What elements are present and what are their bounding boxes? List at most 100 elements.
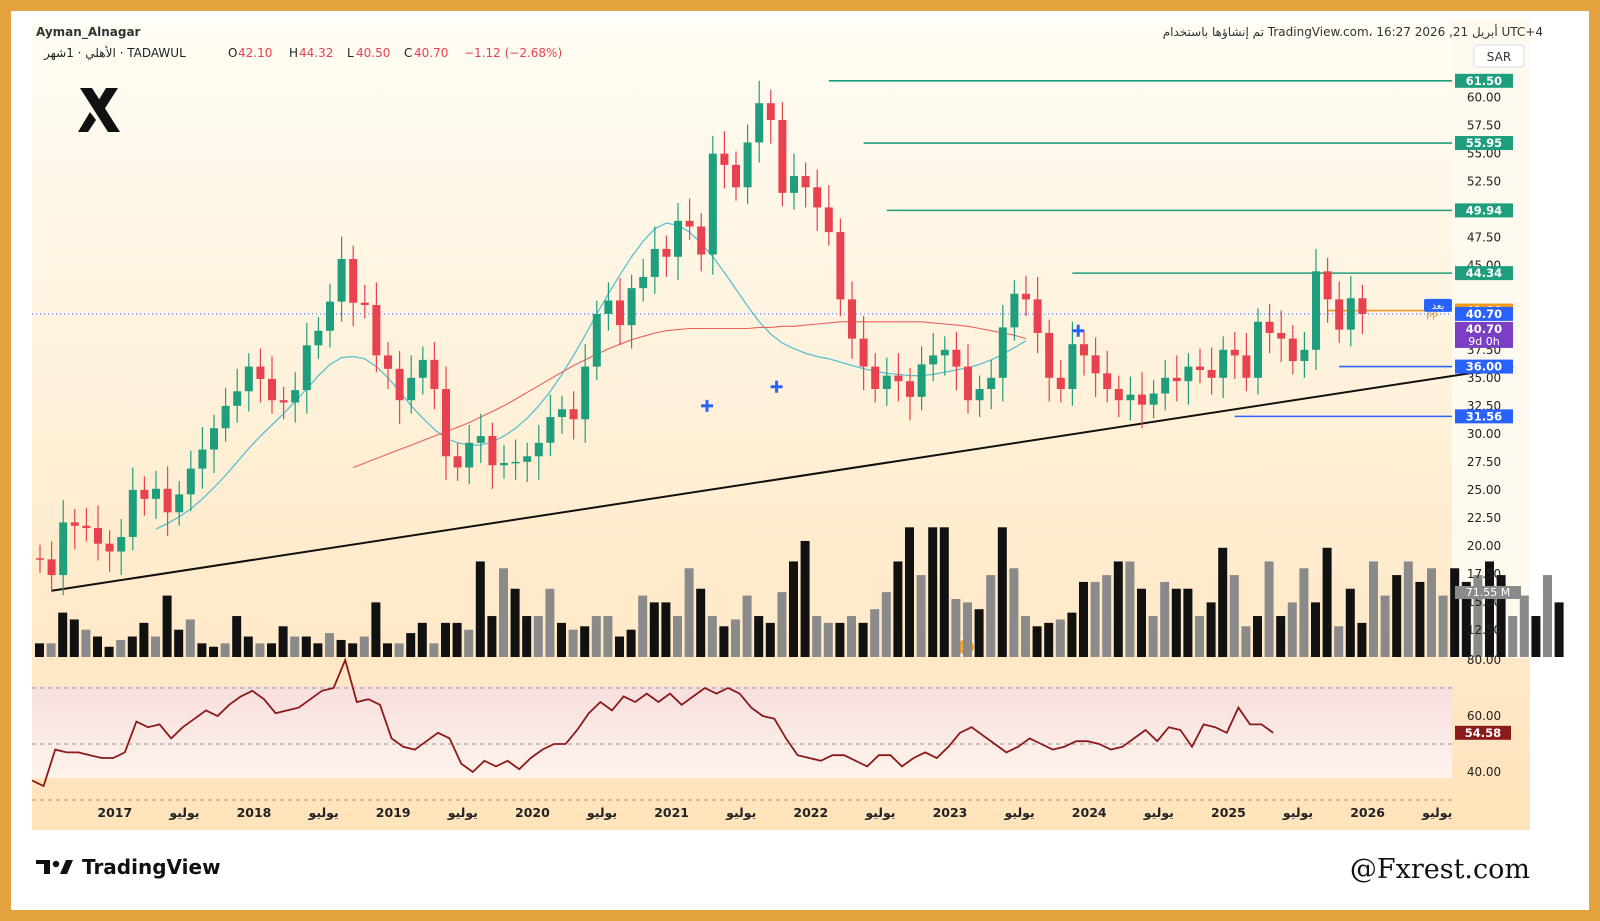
rsi-band-background — [32, 686, 1452, 778]
sma-slow-line — [353, 321, 1027, 469]
price-tick-label: 55.00 — [1467, 147, 1501, 161]
time-axis-label: يوليو — [1421, 805, 1452, 820]
volume-bar — [348, 643, 358, 657]
volume-bar — [603, 616, 613, 657]
volume-bar — [951, 598, 961, 657]
price-tick-label: 32.50 — [1467, 399, 1501, 413]
candle — [894, 353, 903, 402]
volume-bar — [568, 629, 578, 657]
volume-bar — [394, 643, 404, 657]
volume-bar — [1241, 626, 1251, 657]
volume-bar — [1171, 588, 1181, 657]
volume-bar — [1496, 575, 1506, 657]
candle — [1323, 257, 1332, 323]
volume-bar — [197, 643, 207, 657]
candle — [616, 278, 624, 346]
price-label-text: 49.94 — [1466, 203, 1502, 217]
volume-bar — [638, 595, 648, 657]
volume-bar — [661, 602, 671, 657]
volume-bar — [1032, 626, 1042, 657]
time-axis-label: يوليو — [586, 805, 617, 820]
volume-bar — [336, 639, 346, 657]
candle — [650, 226, 659, 294]
header-author: Ayman_Alnagar — [36, 25, 141, 40]
time-axis-label: يوليو — [168, 805, 199, 820]
candle — [1161, 359, 1170, 411]
volume-bar — [870, 609, 880, 657]
volume-bar — [696, 588, 706, 657]
volume-bar — [812, 616, 822, 657]
candle — [349, 245, 358, 327]
time-axis-label: يوليو — [1004, 805, 1035, 820]
axis-labels: 60.0057.5055.0052.5047.5045.0037.5035.00… — [97, 73, 1521, 820]
volume-bar — [127, 636, 137, 657]
volume-bar — [1055, 619, 1065, 657]
candle — [1358, 284, 1367, 335]
pivot-label: PP — [1426, 312, 1438, 323]
candle — [732, 151, 740, 201]
candle — [998, 304, 1007, 402]
candle — [163, 466, 172, 536]
candle — [47, 541, 56, 592]
volume-bar — [557, 622, 566, 657]
time-axis-label: 2020 — [515, 805, 550, 820]
candle — [859, 316, 868, 391]
volume-bar — [1148, 616, 1158, 657]
candle — [140, 476, 149, 516]
volume-bar — [35, 643, 44, 657]
next-badge — [1424, 298, 1452, 312]
candle — [1219, 336, 1228, 398]
price-label-text: 40.70 — [1466, 307, 1502, 321]
volume-bar — [1461, 581, 1471, 657]
rsi-last-label: 54.58 — [1465, 726, 1501, 740]
candle — [964, 344, 972, 414]
time-axis-label: يوليو — [1143, 805, 1174, 820]
candle — [407, 355, 416, 414]
candle — [244, 353, 253, 412]
candle — [1010, 280, 1019, 341]
candle — [523, 442, 532, 483]
volume-bar — [1415, 581, 1425, 657]
time-axis-label: 2023 — [933, 805, 968, 820]
candle — [453, 442, 462, 481]
volume-bar — [209, 646, 218, 657]
candle — [186, 450, 195, 512]
currency-chip[interactable] — [1473, 44, 1525, 68]
candle — [720, 131, 729, 189]
price-label-badge — [1455, 306, 1513, 321]
volume-bar — [1427, 568, 1436, 657]
volume-bar — [1160, 581, 1170, 657]
time-axis-label: يوليو — [308, 805, 339, 820]
volume-bar — [1067, 612, 1077, 657]
candle — [360, 284, 369, 319]
candle — [1346, 275, 1355, 347]
countdown-label: 9d 0h — [1468, 335, 1499, 348]
candle — [1022, 275, 1030, 317]
volume-bar — [1287, 602, 1297, 657]
volume-bar — [46, 643, 56, 657]
tradingview-logo-icon — [36, 860, 73, 874]
candle — [221, 387, 230, 442]
volume-bar — [278, 626, 288, 657]
candle — [1335, 281, 1344, 344]
candle — [384, 341, 392, 390]
candle — [128, 467, 137, 551]
volume-bar — [1392, 575, 1402, 657]
candle — [697, 213, 706, 272]
candle — [917, 346, 926, 411]
signal-cross-icon — [770, 380, 783, 393]
volume-pane — [35, 527, 1564, 657]
time-axis-label: يوليو — [447, 805, 478, 820]
volume-bar — [1508, 616, 1518, 657]
time-axis-label: 2026 — [1350, 805, 1385, 820]
volume-bar — [417, 622, 427, 657]
price-label-text: 61.50 — [1466, 74, 1502, 88]
candle — [418, 346, 427, 395]
volume-bar — [673, 616, 682, 657]
candle — [1091, 337, 1100, 397]
volume-bar — [1183, 588, 1193, 657]
candle — [1056, 359, 1065, 403]
time-axis-label: 2022 — [793, 805, 828, 820]
candle — [685, 198, 694, 240]
